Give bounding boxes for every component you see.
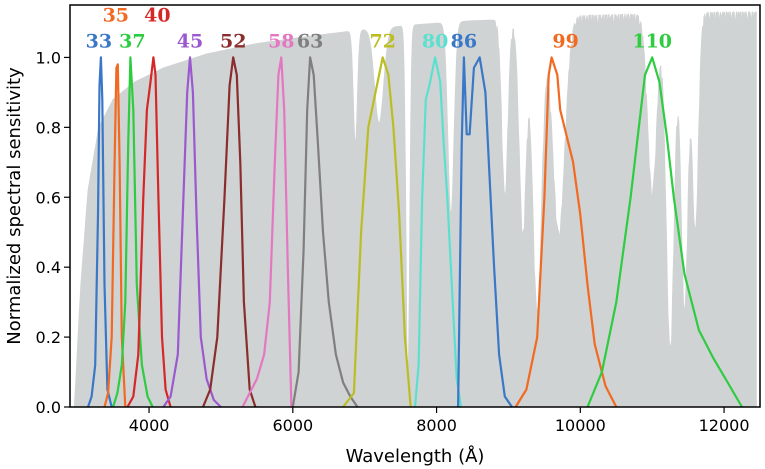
filter-label-72: 72 bbox=[369, 30, 395, 52]
y-axis-ticks: 0.0 0.2 0.4 0.6 0.8 1.0 bbox=[36, 48, 70, 417]
filter-curve-35 bbox=[103, 63, 127, 408]
atmospheric-transmission bbox=[73, 11, 757, 408]
filter-curve-99 bbox=[514, 56, 618, 408]
filter-curves bbox=[86, 56, 743, 408]
x-tick-label: 6000 bbox=[272, 416, 313, 435]
filter-label-52: 52 bbox=[220, 30, 246, 52]
y-axis-label: Normalized spectral sensitivity bbox=[4, 67, 25, 345]
filter-label-63: 63 bbox=[297, 30, 323, 52]
filter-curve-86 bbox=[457, 56, 513, 408]
filter-curve-52 bbox=[201, 56, 257, 408]
filter-label-33: 33 bbox=[86, 30, 112, 52]
y-tick-label: 0.6 bbox=[36, 188, 61, 207]
filter-label-99: 99 bbox=[552, 30, 578, 52]
y-tick-label: 0.0 bbox=[36, 398, 61, 417]
y-tick-label: 0.4 bbox=[36, 258, 61, 277]
x-axis-label: Wavelength (Å) bbox=[346, 445, 485, 467]
filter-label-37: 37 bbox=[119, 30, 145, 52]
filter-curve-37 bbox=[112, 56, 154, 408]
filter-curve-33 bbox=[86, 56, 113, 408]
x-axis-ticks: 4000 6000 8000 10000 12000 bbox=[129, 407, 750, 435]
filter-curve-80 bbox=[413, 56, 463, 408]
filter-label-58: 58 bbox=[268, 30, 294, 52]
atmosphere-area bbox=[73, 11, 757, 408]
x-tick-label: 4000 bbox=[129, 416, 170, 435]
y-tick-label: 0.8 bbox=[36, 118, 61, 137]
filter-labels: 33 35 37 40 45 52 58 63 72 80 86 99 110 bbox=[86, 4, 672, 52]
filter-curve-63 bbox=[291, 56, 359, 408]
y-tick-label: 1.0 bbox=[36, 48, 61, 67]
filter-label-110: 110 bbox=[632, 30, 672, 52]
plot-frame bbox=[69, 4, 761, 408]
y-tick-label: 0.2 bbox=[36, 328, 61, 347]
x-tick-label: 10000 bbox=[555, 416, 606, 435]
filter-label-35: 35 bbox=[103, 4, 129, 26]
filter-curve-40 bbox=[126, 56, 172, 408]
x-tick-label: 8000 bbox=[416, 416, 457, 435]
filter-curve-58 bbox=[241, 56, 293, 408]
filter-label-45: 45 bbox=[177, 30, 203, 52]
filter-curve-110 bbox=[586, 56, 743, 408]
filter-label-86: 86 bbox=[451, 30, 477, 52]
x-tick-label: 12000 bbox=[699, 416, 750, 435]
filter-label-80: 80 bbox=[422, 30, 448, 52]
filter-label-40: 40 bbox=[144, 4, 170, 26]
filter-curve-45 bbox=[162, 56, 222, 408]
filter-curve-72 bbox=[342, 56, 412, 408]
